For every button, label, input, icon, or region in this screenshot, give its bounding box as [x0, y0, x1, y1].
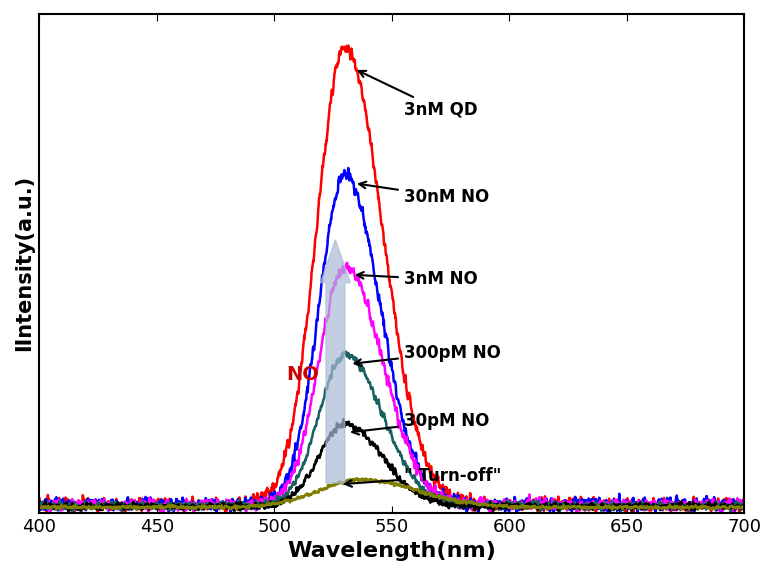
- Text: 30pM NO: 30pM NO: [352, 412, 489, 435]
- Text: " Turn-off": " Turn-off": [345, 467, 501, 487]
- Text: 3nM NO: 3nM NO: [357, 270, 477, 288]
- FancyArrow shape: [320, 240, 350, 483]
- Text: 30nM NO: 30nM NO: [360, 182, 489, 206]
- Y-axis label: IIntensity(a.u.): IIntensity(a.u.): [14, 175, 34, 351]
- X-axis label: Wavelength(nm): Wavelength(nm): [288, 541, 496, 561]
- Text: 3nM QD: 3nM QD: [359, 71, 477, 119]
- Text: NO: NO: [286, 365, 319, 384]
- Text: 300pM NO: 300pM NO: [355, 343, 501, 366]
